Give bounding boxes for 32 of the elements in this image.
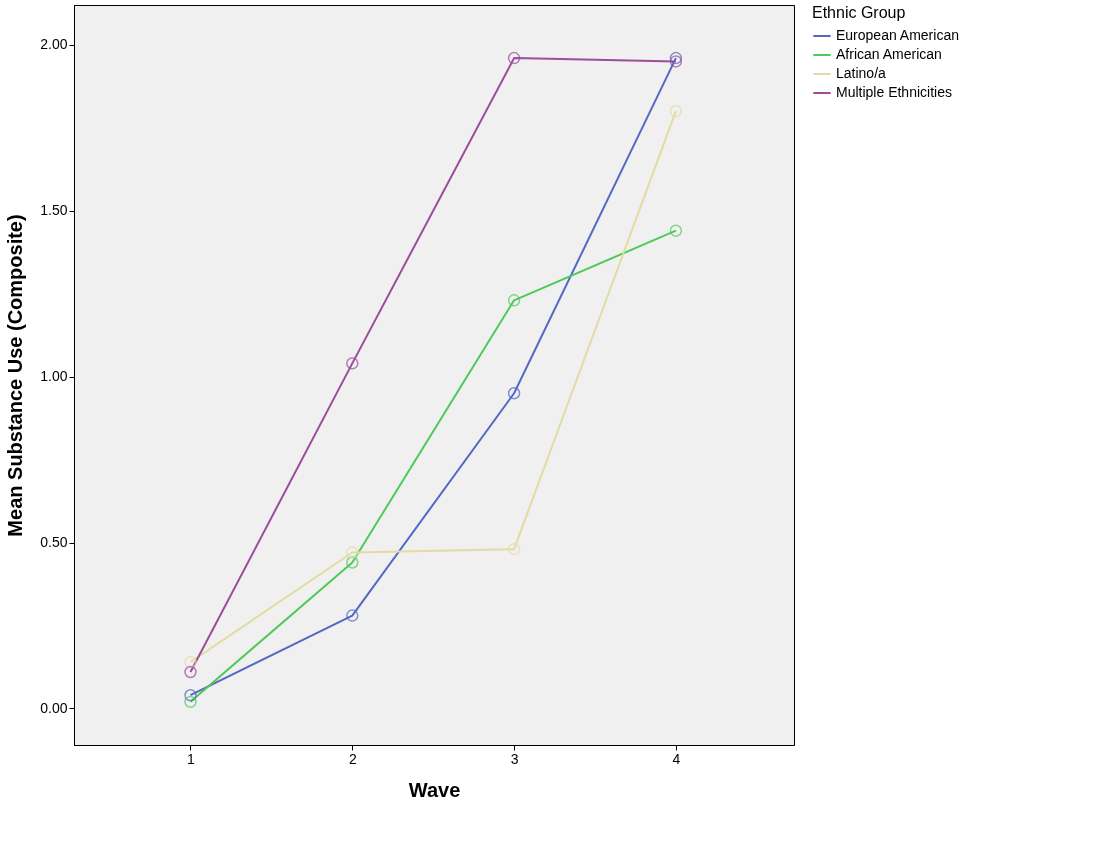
- point: [346, 357, 359, 370]
- y-tick-label: 1.00: [40, 368, 68, 385]
- point: [184, 695, 197, 709]
- legend-title: Ethnic Group: [812, 4, 906, 21]
- x-tick-label: 2: [348, 750, 357, 767]
- point: [346, 609, 359, 622]
- x-tick-label: 1: [187, 750, 196, 767]
- point: [184, 689, 197, 702]
- y-tick-label: 0.50: [40, 534, 68, 551]
- point: [669, 55, 683, 68]
- y-tick-label: 0.00: [40, 700, 68, 716]
- legend-label: Latino/a: [836, 65, 887, 81]
- legend-label: African American: [836, 46, 942, 62]
- point: [507, 294, 521, 307]
- point: [669, 224, 683, 237]
- point: [346, 546, 359, 559]
- point: [669, 51, 683, 65]
- x-tick-label: 3: [510, 750, 519, 767]
- point: [507, 543, 521, 556]
- y-axis-title: Mean Substance Use (Composite): [4, 214, 27, 537]
- legend-label: European American: [836, 27, 959, 43]
- y-tick-label: 1.50: [40, 202, 68, 219]
- point: [184, 655, 197, 669]
- x-axis-title: Wave: [408, 778, 461, 801]
- point: [507, 387, 521, 400]
- point: [346, 556, 359, 569]
- point: [184, 665, 197, 679]
- y-tick-label: 2.00: [40, 36, 68, 53]
- x-tick-label: 4: [672, 750, 681, 767]
- point: [507, 51, 521, 65]
- point: [669, 104, 683, 118]
- legend-label: Multiple Ethnicities: [836, 84, 952, 100]
